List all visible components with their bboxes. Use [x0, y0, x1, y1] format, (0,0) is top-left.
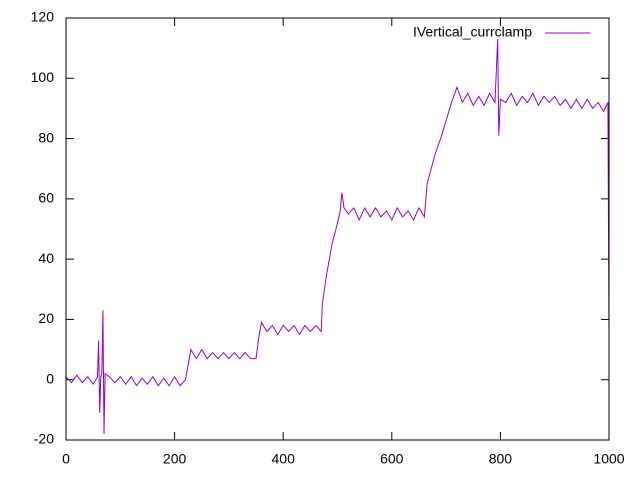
data-line — [65, 39, 610, 434]
x-tick-label: 200 — [163, 451, 187, 467]
x-tick-label: 400 — [272, 451, 296, 467]
x-tick-label: 0 — [62, 451, 70, 467]
y-tick-label: -20 — [34, 431, 54, 447]
legend-label: IVertical_currclamp — [413, 24, 532, 40]
x-tick-label: 800 — [489, 451, 513, 467]
y-tick-label: 80 — [38, 129, 54, 145]
y-tick-label: 100 — [31, 69, 55, 85]
y-tick-label: 0 — [46, 370, 54, 386]
y-tick-label: 20 — [38, 310, 54, 326]
x-tick-label: 600 — [380, 451, 404, 467]
x-tick-label: 1000 — [593, 451, 624, 467]
plot-border — [65, 17, 610, 441]
y-tick-label: 40 — [38, 250, 54, 266]
y-tick-label: 120 — [31, 9, 55, 25]
y-tick-label: 60 — [38, 190, 54, 206]
